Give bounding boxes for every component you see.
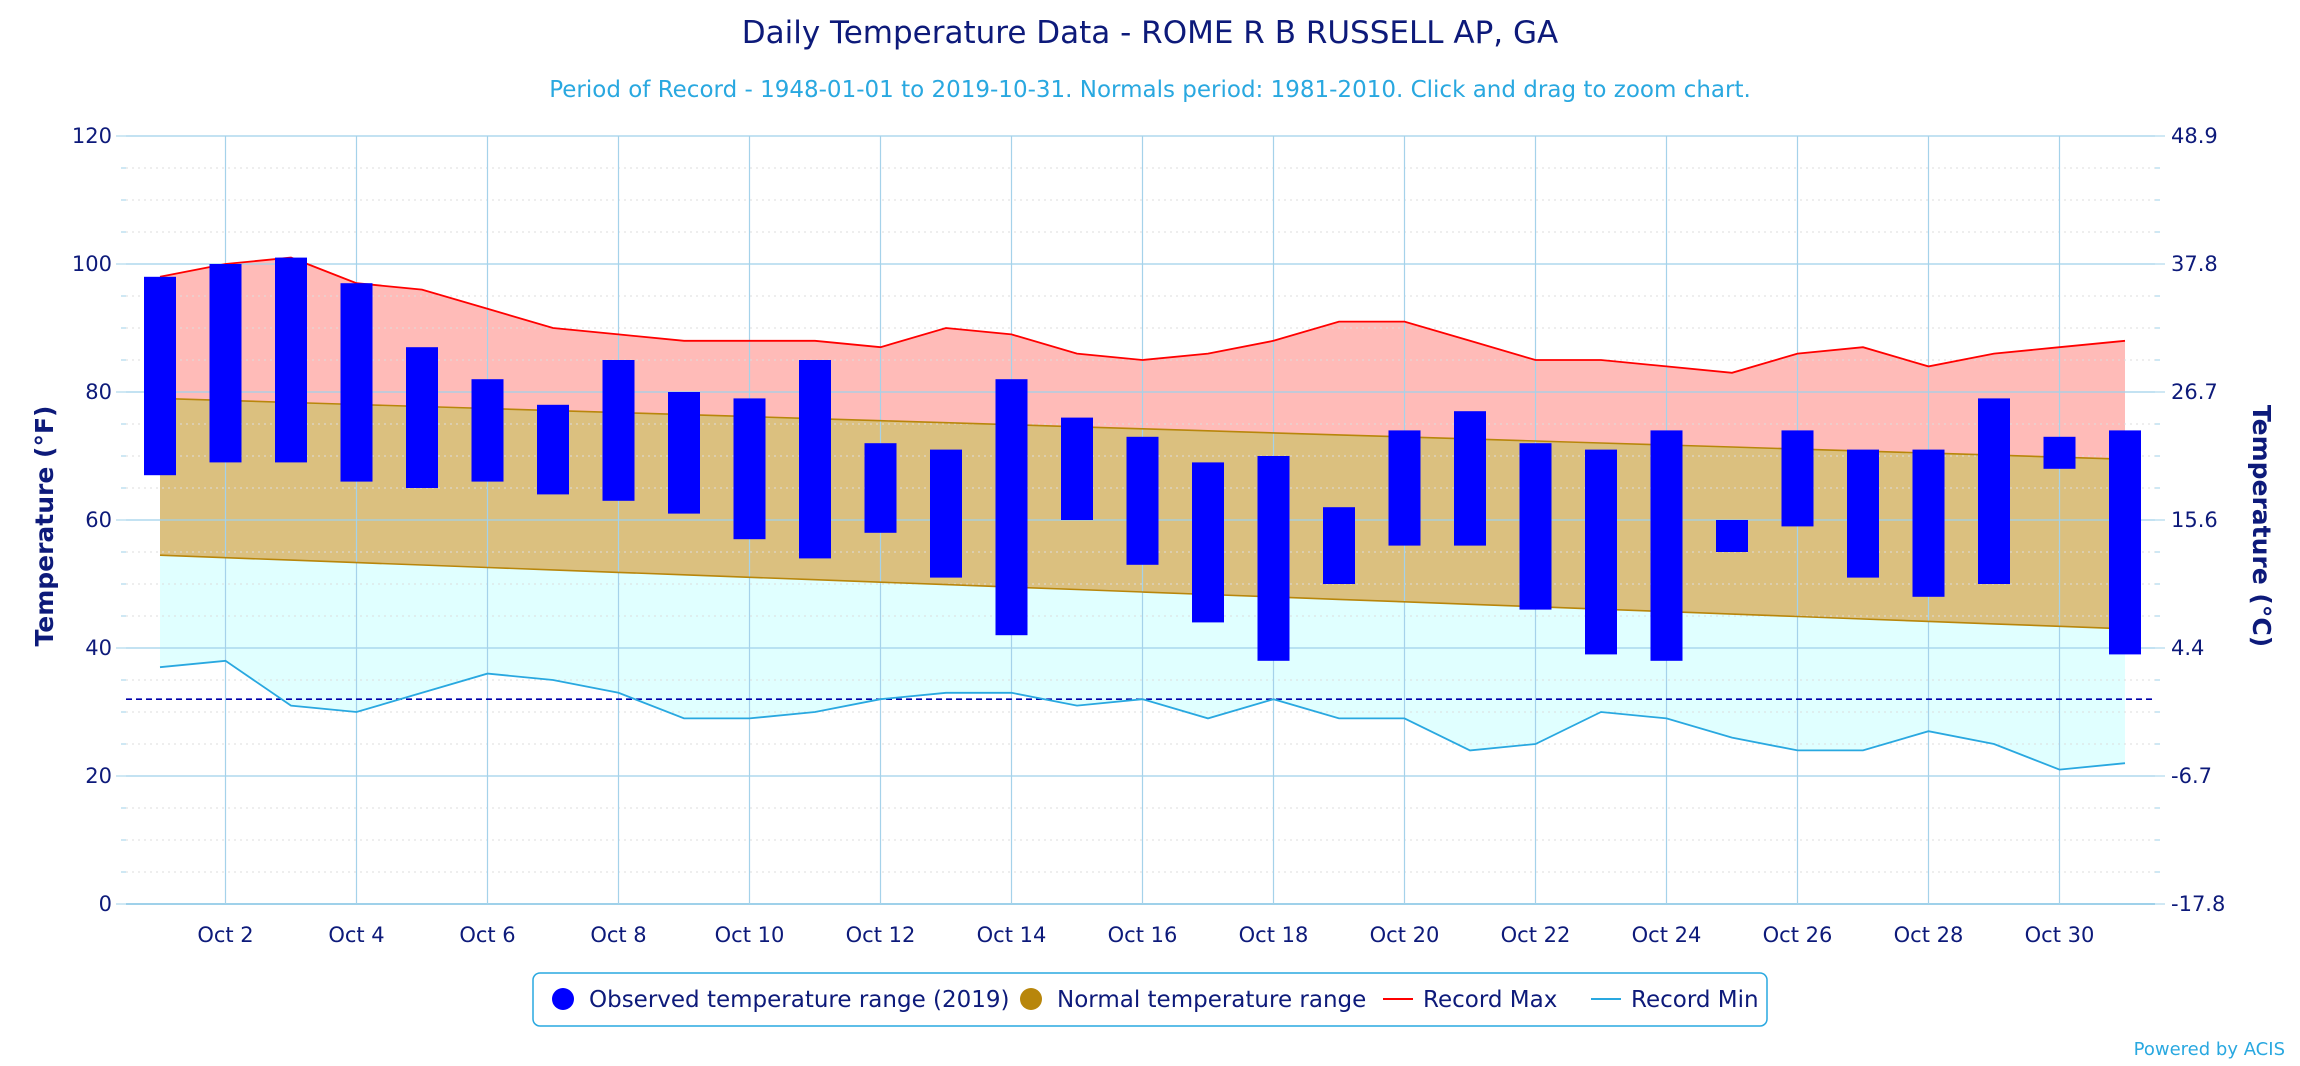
- x-axis: Oct 2 Oct 4 Oct 6 Oct 8 Oct 10 Oct 12 Oct 14 Oc…: [197, 923, 2094, 947]
- observed-bars[interactable]: [144, 257, 2141, 661]
- x-tick-label: Oct 18: [1239, 923, 1309, 947]
- observed-bar-oct-22[interactable]: [1519, 443, 1552, 610]
- observed-bar-oct-9[interactable]: [668, 392, 700, 514]
- legend-observed-label: Observed temperature range (2019): [589, 987, 1010, 1013]
- y-left-tick-label: 20: [85, 764, 112, 788]
- chart-title: Daily Temperature Data - ROME R B RUSSEL…: [742, 15, 1558, 51]
- observed-bar-oct-29[interactable]: [1978, 398, 2010, 584]
- y-axis-left-title: Temperature (°F): [30, 406, 59, 647]
- observed-bar-oct-19[interactable]: [1323, 507, 1355, 584]
- observed-bar-oct-7[interactable]: [537, 404, 569, 495]
- y-right-tick-label: 15.6: [2171, 508, 2218, 532]
- legend-box: [532, 972, 1768, 1027]
- legend-normal-symbol: [1020, 988, 1042, 1010]
- x-tick-label: Oct 6: [459, 923, 515, 947]
- x-tick-label: Oct 2: [197, 923, 253, 947]
- y-left-tick-label: 120: [72, 124, 112, 148]
- observed-bar-oct-11[interactable]: [799, 360, 831, 559]
- observed-bar-oct-10[interactable]: [733, 398, 766, 540]
- observed-bar-oct-24[interactable]: [1650, 430, 1683, 661]
- y-left-tick-label: 100: [72, 252, 112, 276]
- y-left-tick-label: 40: [85, 636, 112, 660]
- observed-bar-oct-20[interactable]: [1388, 430, 1421, 546]
- legend-observed-symbol: [552, 988, 574, 1010]
- x-tick-label: Oct 24: [1632, 923, 1702, 947]
- y-left-tick-label: 0: [99, 892, 112, 916]
- observed-bar-oct-2[interactable]: [209, 264, 242, 463]
- x-tick-label: Oct 16: [1108, 923, 1178, 947]
- y-right-tick-label: 26.7: [2171, 380, 2218, 404]
- observed-bar-oct-21[interactable]: [1454, 411, 1486, 546]
- chart-subtitle: Period of Record - 1948-01-01 to 2019-10…: [549, 77, 1751, 103]
- y-right-tick-label: -6.7: [2171, 764, 2212, 788]
- record-max-line: [159, 256, 2126, 374]
- observed-bar-oct-17[interactable]: [1192, 462, 1224, 623]
- observed-bar-oct-13[interactable]: [930, 449, 962, 578]
- x-tick-label: Oct 12: [846, 923, 916, 947]
- x-tick-label: Oct 14: [977, 923, 1047, 947]
- observed-bar-oct-6[interactable]: [471, 379, 504, 482]
- x-tick-label: Oct 4: [328, 923, 384, 947]
- x-tick-label: Oct 30: [2025, 923, 2095, 947]
- x-tick-label: Oct 26: [1763, 923, 1833, 947]
- observed-bar-oct-27[interactable]: [1847, 449, 1879, 578]
- legend: Observed temperature range (2019) Normal…: [532, 972, 1768, 1027]
- y-right-tick-label: 37.8: [2171, 252, 2218, 276]
- observed-bar-oct-15[interactable]: [1061, 417, 1093, 520]
- y-right-tick-label: -17.8: [2171, 892, 2225, 916]
- observed-bar-oct-23[interactable]: [1585, 449, 1617, 655]
- x-tick-label: Oct 10: [715, 923, 785, 947]
- x-tick-label: Oct 20: [1370, 923, 1440, 947]
- y-right-tick-label: 48.9: [2171, 124, 2218, 148]
- record-max-band: [160, 257, 2125, 460]
- legend-normal-label: Normal temperature range: [1057, 987, 1366, 1013]
- y-left-tick-label: 80: [85, 380, 112, 404]
- plot-area[interactable]: [126, 135, 2155, 905]
- observed-bar-oct-31[interactable]: [2109, 430, 2141, 655]
- observed-bar-oct-5[interactable]: [406, 347, 438, 488]
- observed-bar-oct-1[interactable]: [144, 276, 176, 476]
- observed-bar-oct-12[interactable]: [864, 443, 897, 533]
- legend-record-max-label: Record Max: [1423, 987, 1557, 1013]
- legend-record-min-label: Record Min: [1631, 987, 1759, 1013]
- observed-bar-oct-18[interactable]: [1257, 456, 1290, 661]
- observed-bar-oct-14[interactable]: [995, 379, 1028, 636]
- normal-low-line: [159, 554, 2126, 630]
- y-axis-right-title: Temperature (°C): [2247, 405, 2276, 647]
- observed-bar-oct-28[interactable]: [1912, 449, 1945, 597]
- record-min-line: [159, 659, 2126, 771]
- y-left-tick-label: 60: [85, 508, 112, 532]
- powered-by-credit[interactable]: Powered by ACIS: [2134, 1039, 2285, 1060]
- observed-bar-oct-8[interactable]: [602, 360, 635, 501]
- observed-bar-oct-26[interactable]: [1781, 430, 1814, 527]
- observed-bar-oct-4[interactable]: [340, 283, 373, 482]
- x-tick-label: Oct 8: [590, 923, 646, 947]
- x-tick-label: Oct 28: [1894, 923, 1964, 947]
- y-axis-left: 0 20 40 60 80 100 120: [72, 124, 126, 916]
- y-axis-right: -17.8 -6.7 4.4 15.6 26.7 37.8 48.9: [2155, 124, 2225, 916]
- observed-bar-oct-30[interactable]: [2043, 436, 2076, 469]
- observed-bar-oct-3[interactable]: [275, 257, 307, 463]
- y-right-tick-label: 4.4: [2171, 636, 2204, 660]
- observed-bar-oct-25[interactable]: [1716, 520, 1748, 552]
- x-tick-label: Oct 22: [1501, 923, 1571, 947]
- observed-bar-oct-16[interactable]: [1126, 436, 1159, 565]
